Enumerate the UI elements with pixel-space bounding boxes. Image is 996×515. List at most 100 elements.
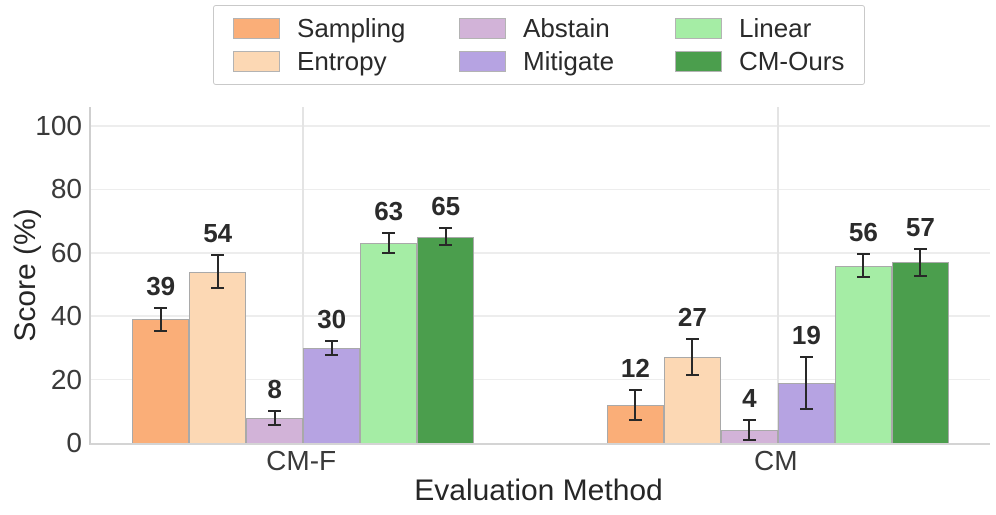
bar-cm-ours-cm bbox=[891, 262, 949, 443]
error-bar-cap-top bbox=[799, 355, 813, 358]
error-bar-cap-bottom bbox=[439, 244, 453, 247]
chart-legend: Sampling Abstain Linear Entropy Mitigate CM-O… bbox=[213, 5, 865, 85]
error-bar-cap-top bbox=[439, 227, 453, 230]
legend-label: Entropy bbox=[297, 46, 387, 77]
bar-value-label: 8 bbox=[267, 373, 282, 404]
plot-area: 39 54 8 30 63 65 12 27 4 19 56 57 bbox=[89, 107, 990, 445]
bar-value-label: 4 bbox=[742, 383, 757, 414]
error-bar bbox=[325, 340, 339, 356]
legend-label: Sampling bbox=[297, 13, 406, 44]
legend-swatch-icon bbox=[459, 51, 506, 72]
error-bar-line bbox=[748, 419, 751, 442]
bar-value-label: 12 bbox=[620, 353, 650, 384]
error-bar-line bbox=[805, 355, 808, 410]
error-bar bbox=[268, 409, 282, 426]
error-bar-cap-top bbox=[325, 340, 339, 342]
x-tick-label-cm: CM bbox=[754, 445, 798, 476]
error-bar-line bbox=[387, 232, 390, 255]
error-bar-line bbox=[330, 340, 333, 356]
gridline-y-60 bbox=[91, 252, 990, 254]
error-bar-line bbox=[862, 252, 865, 279]
y-tick-label-80: 80 bbox=[50, 173, 82, 205]
error-bar-line bbox=[634, 389, 637, 421]
gridline-y-100 bbox=[91, 125, 990, 127]
legend-label: CM-Ours bbox=[739, 46, 845, 77]
error-bar-cap-bottom bbox=[913, 274, 927, 277]
error-bar-cap-top bbox=[628, 389, 642, 392]
bar-value-label: 63 bbox=[374, 196, 404, 227]
legend-item-entropy: Entropy bbox=[233, 47, 459, 76]
error-bar bbox=[382, 232, 396, 255]
error-bar bbox=[211, 254, 225, 290]
legend-swatch-icon bbox=[675, 18, 722, 39]
error-bar-cap-top bbox=[856, 252, 870, 255]
bar-value-label: 30 bbox=[317, 303, 347, 334]
error-bar bbox=[439, 227, 453, 247]
error-bar-line bbox=[444, 227, 447, 247]
error-bar-cap-bottom bbox=[211, 287, 225, 290]
bar-value-label: 27 bbox=[677, 302, 707, 333]
bar-value-label: 56 bbox=[848, 216, 878, 247]
legend-swatch-icon bbox=[459, 18, 506, 39]
error-bar bbox=[856, 252, 870, 279]
bar-mitigate-cm-f bbox=[303, 347, 361, 443]
gridline-y-80 bbox=[91, 188, 990, 191]
bar-sampling-cm-f bbox=[132, 319, 190, 443]
legend-label: Mitigate bbox=[523, 46, 615, 77]
legend-swatch-icon bbox=[233, 51, 280, 72]
bar-value-label: 54 bbox=[203, 218, 233, 249]
error-bar bbox=[628, 389, 642, 421]
error-bar-cap-top bbox=[268, 409, 282, 412]
x-axis-label: Evaluation Method bbox=[414, 474, 663, 507]
gridline-y-20 bbox=[91, 378, 990, 381]
error-bar-cap-bottom bbox=[154, 330, 168, 333]
legend-item-sampling: Sampling bbox=[233, 14, 459, 43]
x-tick-label-cm-f: CM-F bbox=[266, 445, 337, 476]
bar-entropy-cm-f bbox=[189, 271, 247, 443]
error-bar-cap-bottom bbox=[742, 439, 756, 442]
y-tick-label-40: 40 bbox=[50, 300, 82, 332]
bar-value-label: 19 bbox=[791, 319, 821, 350]
error-bar-cap-bottom bbox=[799, 407, 813, 410]
gridline-x-CM bbox=[777, 107, 779, 443]
bar-value-label: 57 bbox=[905, 212, 935, 243]
legend-item-cm-ours: CM-Ours bbox=[675, 47, 864, 76]
y-tick-label-60: 60 bbox=[50, 236, 82, 268]
legend-item-linear: Linear bbox=[675, 14, 864, 43]
bar-value-label: 39 bbox=[146, 270, 176, 301]
error-bar-cap-bottom bbox=[856, 276, 870, 279]
error-bar-cap-bottom bbox=[685, 374, 699, 377]
error-bar-cap-top bbox=[742, 419, 756, 422]
gridline-x-CM-F bbox=[302, 107, 304, 443]
error-bar bbox=[742, 419, 756, 442]
legend-label: Abstain bbox=[523, 13, 610, 44]
error-bar-cap-top bbox=[211, 254, 225, 257]
y-tick-label-100: 100 bbox=[35, 110, 82, 142]
error-bar-cap-bottom bbox=[268, 423, 282, 426]
bar-linear-cm-f bbox=[360, 243, 418, 443]
legend-item-mitigate: Mitigate bbox=[459, 47, 675, 76]
legend-swatch-icon bbox=[233, 18, 280, 39]
error-bar-cap-top bbox=[913, 248, 927, 251]
error-bar bbox=[154, 306, 168, 333]
error-bar-cap-top bbox=[382, 232, 396, 235]
error-bar-line bbox=[919, 248, 922, 277]
error-bar-cap-top bbox=[154, 306, 168, 309]
bar-value-label: 65 bbox=[431, 191, 461, 222]
error-bar-cap-top bbox=[685, 338, 699, 341]
error-bar-cap-bottom bbox=[382, 252, 396, 255]
gridline-y-40 bbox=[91, 315, 990, 317]
y-tick-label-20: 20 bbox=[50, 363, 82, 395]
error-bar-cap-bottom bbox=[628, 418, 642, 421]
error-bar bbox=[913, 248, 927, 277]
error-bar-line bbox=[691, 338, 694, 377]
error-bar bbox=[685, 338, 699, 377]
error-bar-line bbox=[159, 306, 162, 333]
error-bar bbox=[799, 355, 813, 410]
bar-linear-cm bbox=[834, 265, 892, 443]
legend-label: Linear bbox=[739, 13, 812, 44]
legend-item-abstain: Abstain bbox=[459, 14, 675, 43]
error-bar-line bbox=[273, 409, 276, 426]
error-bar-cap-bottom bbox=[325, 353, 339, 356]
